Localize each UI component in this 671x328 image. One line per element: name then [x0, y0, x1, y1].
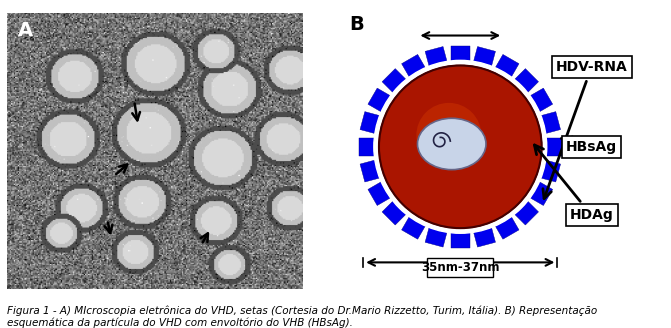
Text: HDAg: HDAg — [534, 145, 613, 222]
Circle shape — [416, 103, 481, 168]
Circle shape — [379, 66, 541, 228]
FancyBboxPatch shape — [427, 258, 493, 277]
Circle shape — [403, 90, 517, 204]
Circle shape — [374, 60, 547, 233]
Text: B: B — [349, 15, 364, 34]
Polygon shape — [474, 227, 495, 247]
Polygon shape — [359, 137, 374, 156]
Circle shape — [379, 66, 541, 228]
Polygon shape — [514, 69, 539, 93]
Text: HDV-RNA: HDV-RNA — [543, 60, 627, 198]
Polygon shape — [451, 46, 470, 61]
Text: A: A — [17, 21, 33, 40]
Polygon shape — [530, 182, 553, 206]
Polygon shape — [541, 160, 560, 182]
Polygon shape — [495, 54, 519, 77]
Polygon shape — [425, 47, 447, 67]
Circle shape — [391, 78, 529, 216]
Polygon shape — [474, 47, 495, 67]
Polygon shape — [425, 227, 447, 247]
Polygon shape — [495, 216, 519, 239]
Ellipse shape — [417, 118, 486, 170]
Polygon shape — [368, 88, 391, 112]
Polygon shape — [402, 54, 425, 77]
Polygon shape — [541, 112, 560, 133]
Text: 35nm-37nm: 35nm-37nm — [421, 261, 499, 274]
Polygon shape — [382, 201, 407, 225]
Polygon shape — [360, 112, 380, 133]
Text: HBsAg: HBsAg — [561, 137, 617, 154]
Text: Figura 1 - A) MIcroscopia eletrônica do VHD, setas (Cortesia do Dr.Mario Rizzett: Figura 1 - A) MIcroscopia eletrônica do … — [7, 305, 597, 328]
Polygon shape — [514, 201, 539, 225]
Polygon shape — [368, 182, 391, 206]
Polygon shape — [530, 88, 553, 112]
Polygon shape — [382, 69, 407, 93]
Polygon shape — [451, 233, 470, 248]
Polygon shape — [546, 137, 562, 156]
Polygon shape — [360, 160, 380, 182]
Polygon shape — [402, 216, 425, 239]
